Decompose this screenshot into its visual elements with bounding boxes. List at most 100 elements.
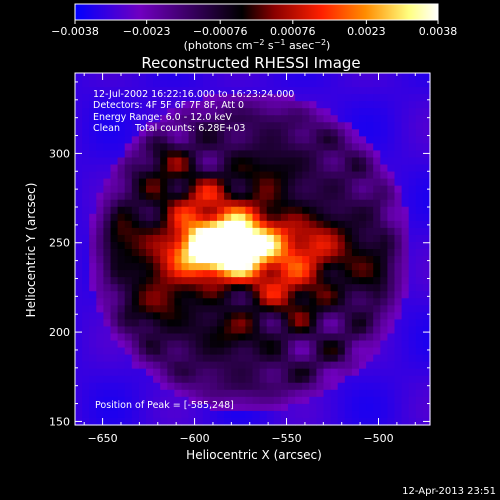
heatmap-cell <box>280 396 289 405</box>
heatmap-cell <box>415 305 424 313</box>
heatmap-cell <box>146 368 154 377</box>
heatmap-cell <box>103 227 112 236</box>
heatmap-cell <box>394 249 403 257</box>
heatmap-cell <box>344 291 353 299</box>
heatmap-cell <box>366 136 374 144</box>
heatmap-cell <box>344 94 353 102</box>
heatmap-cell <box>231 347 239 356</box>
heatmap-cell <box>373 263 381 271</box>
heatmap-cell <box>302 396 310 405</box>
heatmap-cell <box>96 291 104 299</box>
heatmap-cell <box>323 249 332 257</box>
x-tick-label: −550 <box>271 432 301 445</box>
heatmap-cell <box>153 80 161 88</box>
heatmap-cell <box>245 298 254 306</box>
heatmap-cell <box>153 333 161 342</box>
heatmap-cell <box>401 136 410 144</box>
heatmap-cell <box>188 291 197 299</box>
heatmap-cell <box>344 115 353 123</box>
heatmap-cell <box>302 284 310 292</box>
heatmap-cell <box>337 291 346 299</box>
heatmap-cell <box>75 136 83 144</box>
heatmap-cell <box>302 354 310 363</box>
heatmap-cell <box>217 263 225 271</box>
x-tick-label: −650 <box>87 432 117 445</box>
heatmap-cell <box>75 249 83 257</box>
heatmap-cell <box>231 157 239 166</box>
heatmap-cell <box>252 73 261 81</box>
heatmap-cell <box>330 213 339 222</box>
heatmap-cell <box>408 101 417 109</box>
heatmap-cell <box>224 305 232 313</box>
heatmap-cell <box>117 220 126 229</box>
heatmap-cell <box>245 213 254 222</box>
heatmap-cell <box>167 234 175 243</box>
heatmap-cell <box>394 80 403 88</box>
heatmap-cell <box>181 305 190 313</box>
heatmap-cell <box>351 354 360 363</box>
heatmap-cell <box>288 319 296 328</box>
heatmap-cell <box>160 361 168 370</box>
heatmap-cell <box>295 403 303 412</box>
heatmap-cell <box>75 73 83 81</box>
heatmap-cell <box>96 263 104 271</box>
heatmap-cell <box>202 87 211 95</box>
heatmap-cell <box>266 80 275 88</box>
heatmap-cell <box>181 136 190 144</box>
heatmap-cell <box>259 389 268 398</box>
heatmap-cell <box>103 136 112 144</box>
heatmap-cell <box>309 326 317 335</box>
heatmap-cell <box>110 108 119 116</box>
heatmap-cell <box>252 213 261 222</box>
heatmap-cell <box>302 410 310 419</box>
heatmap-cell <box>238 333 246 342</box>
heatmap-cell <box>181 389 190 398</box>
heatmap-cell <box>380 185 388 194</box>
heatmap-cell <box>359 403 367 412</box>
heatmap-cell <box>82 256 90 264</box>
heatmap-cell <box>295 94 303 102</box>
heatmap-cell <box>245 396 254 405</box>
heatmap-cell <box>422 206 431 215</box>
heatmap-cell <box>380 227 388 236</box>
heatmap-cell <box>330 122 339 130</box>
heatmap-cell <box>238 115 246 123</box>
heatmap-cell <box>209 368 218 377</box>
heatmap-cell <box>188 94 197 102</box>
heatmap-cell <box>195 143 204 152</box>
heatmap-cell <box>387 340 396 349</box>
heatmap-cell <box>351 263 360 271</box>
heatmap-cell <box>323 263 332 271</box>
heatmap-cell <box>181 115 190 123</box>
heatmap-cell <box>195 298 204 306</box>
heatmap-cell <box>188 129 197 137</box>
heatmap-cell <box>359 94 367 102</box>
heatmap-cell <box>273 164 282 173</box>
heatmap-cell <box>160 227 168 236</box>
heatmap-cell <box>202 192 211 201</box>
heatmap-cell <box>82 136 90 144</box>
heatmap-cell <box>124 277 133 285</box>
heatmap-cell <box>366 73 374 81</box>
heatmap-cell <box>103 108 112 116</box>
heatmap-cell <box>146 213 154 222</box>
heatmap-cell <box>231 143 239 152</box>
heatmap-cell <box>422 312 431 320</box>
heatmap-cell <box>103 213 112 222</box>
heatmap-cell <box>209 375 218 384</box>
heatmap-cell <box>259 206 268 215</box>
heatmap-cell <box>160 164 168 173</box>
heatmap-cell <box>195 403 204 412</box>
heatmap-cell <box>124 256 133 264</box>
heatmap-cell <box>330 192 339 201</box>
heatmap-cell <box>266 87 275 95</box>
heatmap-cell <box>387 368 396 377</box>
heatmap-cell <box>422 164 431 173</box>
heatmap-cell <box>288 298 296 306</box>
heatmap-cell <box>160 122 168 130</box>
heatmap-cell <box>138 199 147 208</box>
heatmap-cell <box>266 410 275 419</box>
heatmap-cell <box>153 73 161 81</box>
heatmap-cell <box>323 417 332 426</box>
colorbar-tick-label: −0.0038 <box>51 25 99 38</box>
